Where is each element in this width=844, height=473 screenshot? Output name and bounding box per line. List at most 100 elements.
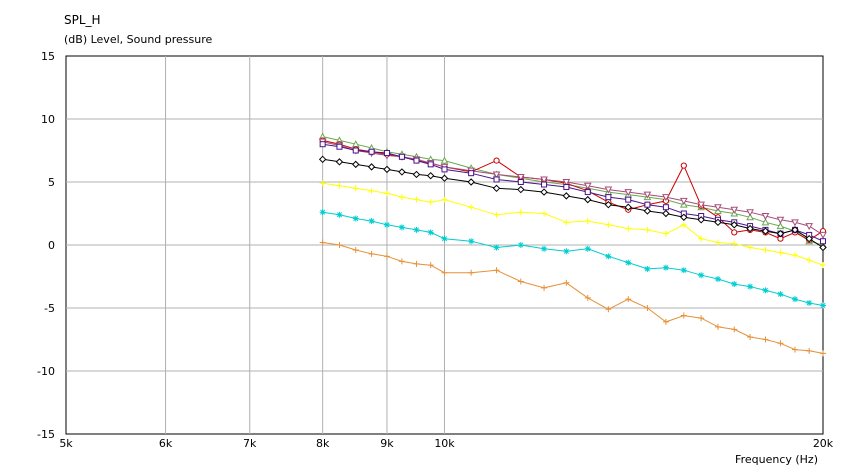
data-point: [516, 173, 525, 182]
data-point: [563, 279, 570, 286]
data-point: [624, 189, 633, 197]
data-point: [625, 259, 632, 266]
data-point: [747, 283, 754, 290]
data-point: [820, 238, 826, 245]
data-point: [468, 238, 475, 245]
data-point: [644, 201, 651, 208]
data-point: [662, 264, 669, 271]
data-point: [662, 209, 670, 218]
chart-title: SPL_H: [64, 13, 101, 27]
data-point: [413, 157, 420, 164]
data-point: [517, 179, 524, 185]
data-point: [698, 235, 705, 242]
data-point: [468, 269, 475, 276]
data-point: [644, 265, 651, 272]
x-axis-label: Frequency (Hz): [735, 453, 818, 466]
data-point: [441, 166, 448, 173]
data-point: [714, 276, 721, 283]
data-point: [335, 158, 344, 166]
data-point: [517, 242, 524, 248]
data-point: [625, 196, 632, 203]
data-point: [604, 186, 613, 194]
data-point: [776, 216, 785, 224]
data-point: [730, 206, 739, 214]
y-tick-label: 5: [48, 176, 55, 189]
data-point: [662, 194, 670, 202]
data-point: [541, 181, 548, 188]
y-tick-label: 10: [41, 113, 55, 126]
data-point: [762, 247, 769, 254]
data-point: [624, 203, 632, 211]
data-point: [318, 155, 327, 164]
series-7: [319, 209, 826, 309]
data-point: [563, 184, 570, 191]
data-point: [492, 184, 501, 193]
data-point: [383, 150, 390, 157]
data-point: [541, 284, 548, 291]
data-point: [319, 141, 326, 148]
data-point: [493, 244, 500, 251]
data-point: [761, 213, 770, 221]
data-point: [625, 296, 632, 303]
data-point: [730, 221, 738, 229]
x-tick-label: 7k: [243, 437, 257, 450]
data-point: [398, 153, 405, 160]
y-tick-label: -10: [37, 365, 55, 378]
data-point: [467, 178, 475, 186]
data-point: [805, 223, 814, 231]
data-point: [643, 207, 652, 215]
data-point: [427, 262, 434, 269]
data-point: [584, 294, 591, 301]
data-point: [584, 195, 592, 204]
series-5: [318, 155, 827, 252]
data-point: [698, 315, 705, 322]
series-6: [319, 180, 826, 269]
data-point: [714, 218, 722, 227]
data-point: [517, 209, 524, 216]
data-point: [562, 192, 571, 200]
data-point: [662, 318, 669, 325]
data-point: [777, 291, 784, 298]
data-point: [493, 211, 500, 218]
data-point: [319, 239, 326, 246]
data-point: [605, 194, 612, 201]
data-point: [625, 225, 632, 232]
x-tick-label: 9k: [380, 437, 394, 450]
data-point: [517, 278, 524, 285]
data-point: [427, 229, 434, 236]
data-point: [644, 226, 651, 233]
data-point: [336, 242, 343, 248]
data-point: [468, 204, 475, 211]
data-point: [563, 219, 570, 226]
data-point: [427, 161, 434, 168]
data-point: [791, 346, 798, 353]
data-point: [662, 204, 669, 211]
data-point: [413, 226, 420, 233]
data-point: [697, 201, 705, 209]
data-point: [714, 204, 722, 212]
data-point: [352, 215, 359, 222]
data-point: [493, 157, 500, 164]
data-point: [412, 170, 421, 179]
data-point: [820, 350, 826, 357]
data-point: [584, 218, 591, 225]
data-point: [493, 176, 500, 183]
data-point: [541, 245, 548, 252]
data-point: [679, 197, 688, 205]
data-point: [762, 336, 769, 343]
data-point: [777, 249, 784, 256]
data-point: [368, 187, 375, 194]
data-point: [541, 210, 548, 217]
data-point: [777, 340, 784, 347]
data-point: [746, 224, 754, 233]
data-point: [805, 234, 813, 243]
y-tick-label: -15: [37, 428, 55, 441]
data-point: [776, 229, 785, 238]
data-point: [493, 267, 500, 274]
data-point: [352, 160, 360, 169]
data-point: [604, 200, 613, 209]
data-point: [583, 182, 592, 190]
data-point: [680, 312, 687, 319]
